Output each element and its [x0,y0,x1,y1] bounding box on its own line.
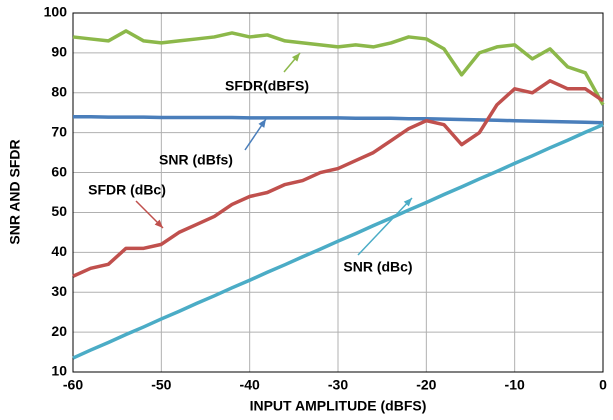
y-tick-label: 20 [51,323,67,339]
x-tick-label: 0 [599,377,607,393]
x-tick-label: -30 [328,377,348,393]
y-tick-label: 60 [51,163,67,179]
y-tick-label: 10 [51,363,67,379]
data-line [72,123,604,360]
x-tick-label: -20 [416,377,436,393]
y-tick-label: 80 [51,83,67,99]
x-tick-label: -50 [151,377,171,393]
x-tick-label: -10 [505,377,525,393]
series-label: SFDR (dBc) [88,182,166,198]
x-tick-label: -40 [240,377,260,393]
y-axis-label: SNR AND SFDR [7,139,23,244]
data-line [73,114,604,125]
x-tick-label: -60 [63,377,83,393]
arrow-head [154,219,163,228]
data-line [72,29,605,106]
series-label: SNR (dBc) [343,259,412,275]
arrow-head [258,119,266,128]
plot-frame [72,12,604,373]
series-label: SFDR(dBFS) [225,78,309,94]
y-tick-label: 70 [51,123,67,139]
series-label: SNR (dBfs) [159,152,233,168]
arrow-head [403,198,412,207]
y-tick-label: 50 [51,203,67,219]
arrow-head [291,53,300,62]
y-tick-label: 100 [44,4,68,20]
y-tick-label: 30 [51,283,67,299]
y-tick-label: 90 [51,44,67,60]
data-line [72,79,604,278]
x-axis-label: INPUT AMPLITUDE (dBFS) [250,398,427,414]
label-arrow [357,197,413,256]
y-tick-label: 40 [51,243,67,259]
